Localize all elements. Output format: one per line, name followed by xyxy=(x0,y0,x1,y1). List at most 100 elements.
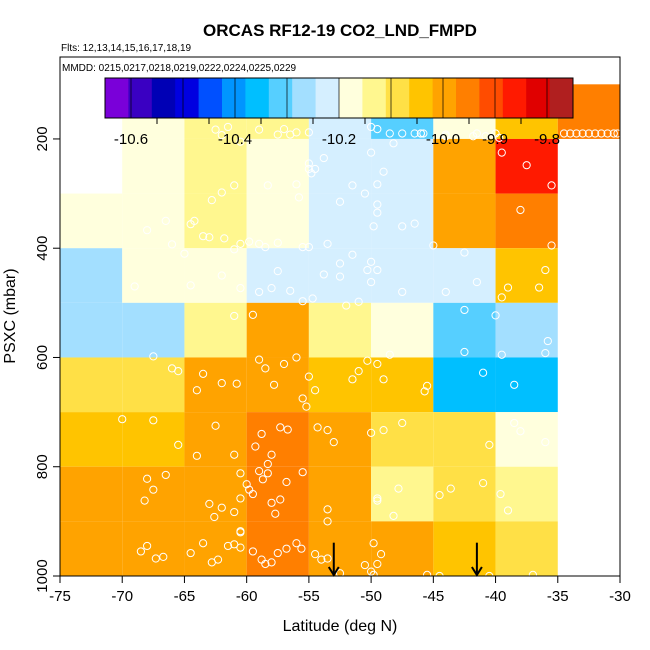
data-point xyxy=(174,367,183,376)
data-point xyxy=(363,265,372,275)
heatmap-cell xyxy=(308,248,372,303)
heatmap-cell xyxy=(60,412,123,467)
x-tick-label: -70 xyxy=(111,588,133,605)
data-point xyxy=(261,364,270,373)
surface-arrows xyxy=(327,542,483,577)
data-point xyxy=(236,494,245,503)
heatmap-cell xyxy=(246,412,309,467)
data-point xyxy=(510,418,519,428)
x-axis-label: Latitude (deg N) xyxy=(283,618,398,635)
data-point xyxy=(389,139,398,148)
data-point xyxy=(207,196,216,205)
data-point xyxy=(369,222,378,231)
heatmap-cell xyxy=(371,138,434,194)
data-point xyxy=(342,301,351,310)
heatmap-cell xyxy=(184,412,247,467)
y-axis: 200 400 600 800 1000 xyxy=(34,126,61,593)
data-point xyxy=(236,527,245,536)
data-point xyxy=(199,369,208,378)
data-point xyxy=(167,240,177,249)
data-point xyxy=(503,283,513,292)
data-point xyxy=(248,310,257,319)
data-point xyxy=(297,544,306,553)
data-point xyxy=(263,181,272,190)
data-point xyxy=(516,427,525,436)
data-point xyxy=(174,440,183,449)
data-point xyxy=(572,129,581,138)
heatmap-cell xyxy=(60,466,123,522)
colorbar-swatch xyxy=(385,78,410,118)
heatmap-cell xyxy=(184,466,247,522)
data-point xyxy=(373,359,382,369)
data-point xyxy=(232,379,241,388)
data-point xyxy=(491,311,500,320)
data-point xyxy=(578,129,587,138)
data-point xyxy=(460,347,469,357)
heatmap-cell xyxy=(371,412,434,467)
colorbar-swatch xyxy=(502,78,527,118)
data-point xyxy=(416,129,425,138)
data-point xyxy=(319,153,328,163)
data-point xyxy=(248,547,257,556)
colorbar-swatch xyxy=(409,78,434,118)
data-point xyxy=(469,132,478,141)
data-point xyxy=(258,475,267,484)
colorbar-tick-label: -9.8 xyxy=(534,131,560,148)
data-point xyxy=(348,250,357,259)
data-point xyxy=(373,208,382,217)
x-tick-label: -50 xyxy=(360,588,382,605)
data-point xyxy=(255,287,264,297)
heatmap-cell xyxy=(308,412,372,467)
data-point xyxy=(389,511,398,521)
data-point xyxy=(385,129,394,138)
data-point xyxy=(348,181,357,190)
data-point xyxy=(205,233,214,242)
data-point xyxy=(367,148,376,157)
data-point xyxy=(335,272,345,281)
colorbar-tick-label: -10.2 xyxy=(322,131,356,148)
colorbar-swatch xyxy=(315,78,340,118)
data-point xyxy=(136,547,145,556)
heatmap-cell xyxy=(433,248,496,303)
heatmap-cell xyxy=(246,521,309,576)
heatmap-cell xyxy=(433,412,496,467)
data-point xyxy=(460,305,469,315)
heatmap-cell xyxy=(184,357,247,413)
data-point xyxy=(217,188,226,197)
data-point xyxy=(379,375,388,384)
colorbar-tick-label: -10.0 xyxy=(426,131,460,148)
heatmap-cell xyxy=(308,466,372,522)
data-point xyxy=(236,239,245,248)
data-point xyxy=(151,554,160,563)
data-point xyxy=(319,270,328,279)
heatmap-cell xyxy=(495,466,558,522)
data-point xyxy=(323,554,332,563)
data-point xyxy=(423,381,432,390)
colorbar-tick-label: -10.6 xyxy=(114,131,148,148)
heatmap-cell xyxy=(308,357,372,413)
data-point xyxy=(367,428,376,437)
colorbar-frame xyxy=(104,77,574,119)
data-point xyxy=(379,426,388,435)
y-axis-label: PSXC (mbar) xyxy=(2,268,19,363)
data-point xyxy=(373,496,382,505)
data-point xyxy=(335,259,345,268)
heatmap-cell xyxy=(371,248,434,303)
data-point xyxy=(329,438,338,447)
data-point xyxy=(410,129,419,138)
data-point xyxy=(143,226,152,235)
heatmap-cell xyxy=(371,302,434,358)
data-point xyxy=(118,415,127,424)
data-point xyxy=(217,379,226,388)
data-point xyxy=(210,512,219,522)
data-point xyxy=(149,416,158,425)
data-point xyxy=(323,239,332,248)
data-point xyxy=(292,353,301,362)
heatmap-cell xyxy=(495,248,558,303)
heatmap-cell xyxy=(246,138,309,194)
arrow-marker xyxy=(327,542,340,577)
data-point xyxy=(597,129,606,138)
data-point xyxy=(479,368,488,377)
colorbar-swatch xyxy=(479,78,504,118)
heatmap-cell xyxy=(184,521,247,576)
